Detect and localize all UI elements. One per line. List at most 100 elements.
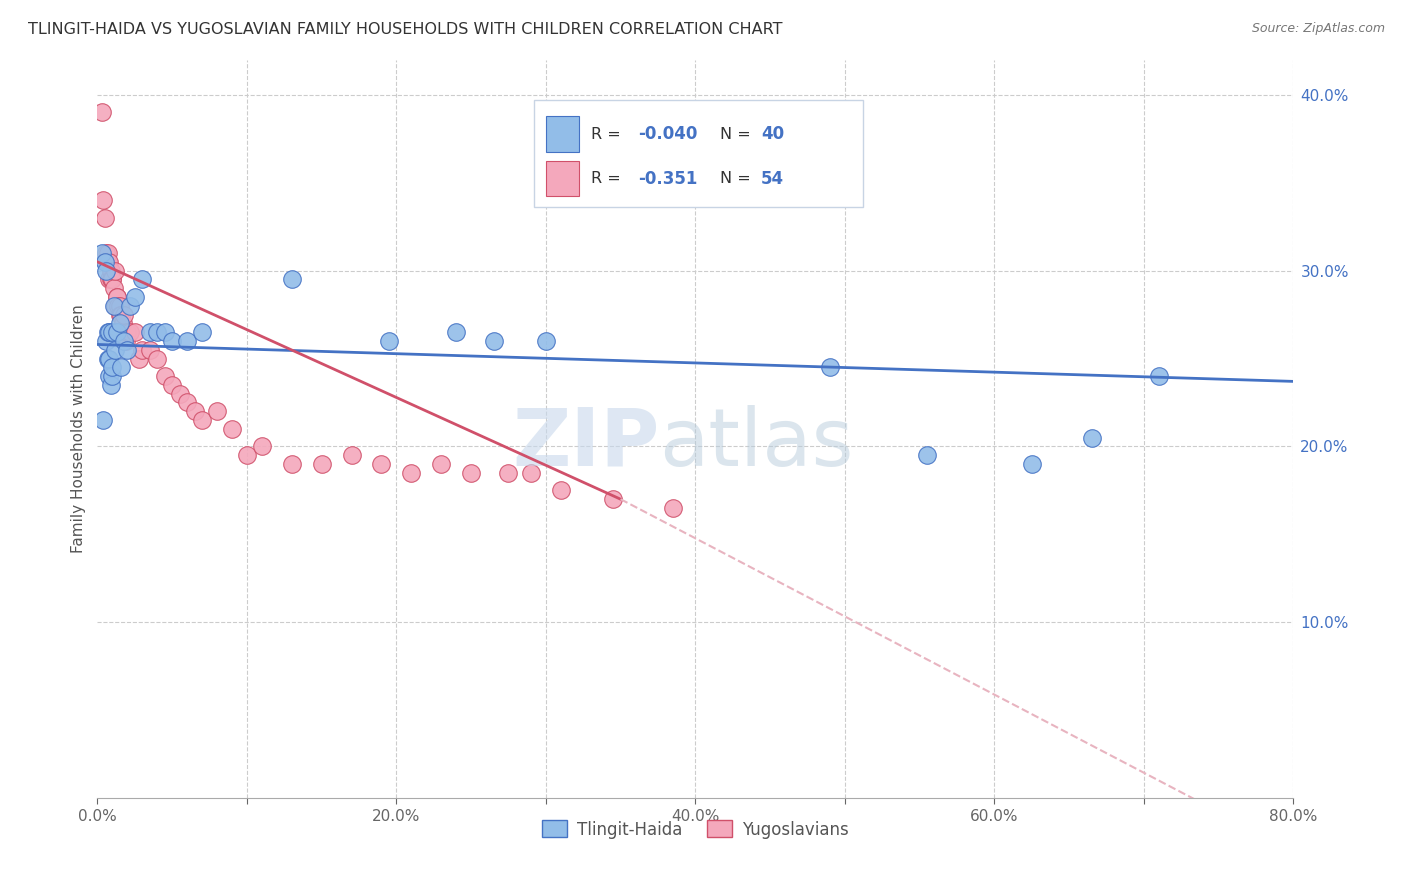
Y-axis label: Family Households with Children: Family Households with Children (72, 304, 86, 553)
Point (105, 325, 128, 339)
Point (108, 299, 131, 313)
Text: -0.351: -0.351 (638, 169, 697, 187)
Point (100, 263, 122, 277)
Point (460, 466, 482, 480)
Point (153, 325, 176, 339)
Point (1147, 369, 1170, 384)
Point (96, 255, 118, 269)
Point (176, 395, 198, 409)
Point (662, 501, 685, 516)
Point (97, 351, 120, 366)
Text: Source: ZipAtlas.com: Source: ZipAtlas.com (1251, 22, 1385, 36)
Point (280, 457, 302, 471)
Point (311, 457, 333, 471)
Point (108, 308, 131, 322)
Point (103, 281, 125, 295)
FancyBboxPatch shape (546, 117, 579, 152)
Point (108, 317, 131, 331)
Point (94, 255, 117, 269)
Point (117, 343, 139, 357)
Point (104, 343, 127, 357)
Point (110, 308, 132, 322)
Point (94, 211, 117, 225)
Point (520, 466, 543, 480)
Point (378, 334, 401, 348)
Point (160, 334, 183, 348)
Point (96, 263, 118, 277)
Point (96, 246, 118, 260)
Point (430, 457, 453, 471)
Point (550, 483, 572, 498)
Point (98, 369, 121, 384)
Point (401, 466, 423, 480)
Point (117, 325, 139, 339)
Point (138, 325, 160, 339)
Point (534, 334, 557, 348)
Point (915, 448, 938, 462)
Point (104, 263, 127, 277)
Point (120, 299, 142, 313)
Point (107, 299, 129, 313)
Point (183, 404, 205, 418)
Point (101, 325, 124, 339)
FancyBboxPatch shape (534, 100, 863, 207)
Point (280, 272, 302, 286)
Point (98, 255, 121, 269)
Point (131, 272, 153, 286)
Point (101, 272, 124, 286)
Point (91, 413, 114, 427)
Text: 54: 54 (761, 169, 785, 187)
Point (146, 351, 169, 366)
Point (191, 413, 214, 427)
Text: N =: N = (720, 127, 756, 142)
Point (120, 325, 142, 339)
Text: N =: N = (720, 171, 756, 186)
Point (153, 369, 176, 384)
Point (103, 299, 125, 313)
Point (97, 325, 120, 339)
Point (112, 308, 135, 322)
Point (236, 448, 259, 462)
Point (97, 246, 120, 260)
Point (146, 325, 169, 339)
Point (818, 360, 841, 375)
Text: atlas: atlas (659, 405, 853, 483)
Text: ZIP: ZIP (512, 405, 659, 483)
Point (1080, 431, 1102, 445)
Text: R =: R = (592, 171, 626, 186)
Point (191, 325, 214, 339)
Point (602, 492, 624, 507)
Point (250, 440, 273, 454)
Point (91, 194, 114, 208)
Point (482, 334, 505, 348)
Point (101, 272, 124, 286)
Point (114, 334, 136, 348)
Point (110, 360, 132, 375)
Point (169, 386, 191, 401)
Point (221, 422, 243, 436)
Text: TLINGIT-HAIDA VS YUGOSLAVIAN FAMILY HOUSEHOLDS WITH CHILDREN CORRELATION CHART: TLINGIT-HAIDA VS YUGOSLAVIAN FAMILY HOUS… (28, 22, 783, 37)
Point (98, 325, 121, 339)
Point (340, 448, 363, 462)
Point (205, 404, 228, 418)
Point (104, 299, 127, 313)
Point (176, 334, 198, 348)
Text: -0.040: -0.040 (638, 125, 697, 144)
Point (98, 351, 121, 366)
Point (90, 246, 112, 260)
Point (105, 290, 128, 304)
Point (498, 466, 520, 480)
Point (90, 105, 112, 120)
Legend: Tlingit-Haida, Yugoslavians: Tlingit-Haida, Yugoslavians (536, 814, 856, 846)
Point (100, 378, 122, 392)
Text: R =: R = (592, 127, 626, 142)
FancyBboxPatch shape (546, 161, 579, 196)
Point (111, 317, 134, 331)
Point (97, 255, 120, 269)
Point (1021, 457, 1043, 471)
Point (101, 360, 124, 375)
Point (105, 290, 128, 304)
Point (370, 457, 392, 471)
Point (98, 272, 121, 286)
Point (131, 343, 153, 357)
